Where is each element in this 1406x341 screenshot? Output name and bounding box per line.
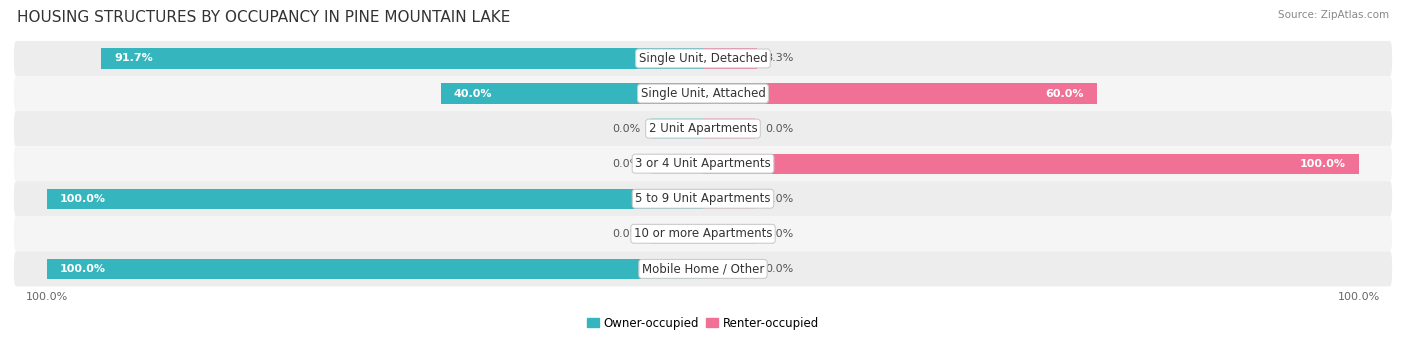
FancyBboxPatch shape xyxy=(14,111,1392,146)
Bar xyxy=(651,118,703,139)
Text: 40.0%: 40.0% xyxy=(454,89,492,99)
Bar xyxy=(703,118,755,139)
Text: 91.7%: 91.7% xyxy=(114,54,153,63)
Text: 10 or more Apartments: 10 or more Apartments xyxy=(634,227,772,240)
FancyBboxPatch shape xyxy=(14,76,1392,111)
Text: Single Unit, Detached: Single Unit, Detached xyxy=(638,52,768,65)
Text: 0.0%: 0.0% xyxy=(613,123,641,134)
Text: 60.0%: 60.0% xyxy=(1045,89,1084,99)
FancyBboxPatch shape xyxy=(14,216,1392,251)
FancyBboxPatch shape xyxy=(14,146,1392,181)
FancyBboxPatch shape xyxy=(14,41,1392,76)
Text: Single Unit, Attached: Single Unit, Attached xyxy=(641,87,765,100)
Text: 8.3%: 8.3% xyxy=(765,54,794,63)
Text: 2 Unit Apartments: 2 Unit Apartments xyxy=(648,122,758,135)
Bar xyxy=(651,224,703,244)
Bar xyxy=(703,153,1360,174)
Legend: Owner-occupied, Renter-occupied: Owner-occupied, Renter-occupied xyxy=(582,312,824,335)
Text: 100.0%: 100.0% xyxy=(60,194,105,204)
Bar xyxy=(46,189,703,209)
Text: 0.0%: 0.0% xyxy=(765,229,793,239)
Bar xyxy=(703,224,755,244)
Text: 0.0%: 0.0% xyxy=(613,229,641,239)
Text: 0.0%: 0.0% xyxy=(765,264,793,274)
Bar xyxy=(703,48,758,69)
Bar xyxy=(440,83,703,104)
Text: 100.0%: 100.0% xyxy=(1301,159,1346,169)
FancyBboxPatch shape xyxy=(14,251,1392,286)
Text: 100.0%: 100.0% xyxy=(60,264,105,274)
Text: 0.0%: 0.0% xyxy=(765,123,793,134)
Bar xyxy=(101,48,703,69)
Bar xyxy=(703,83,1097,104)
Text: HOUSING STRUCTURES BY OCCUPANCY IN PINE MOUNTAIN LAKE: HOUSING STRUCTURES BY OCCUPANCY IN PINE … xyxy=(17,10,510,25)
Text: Mobile Home / Other: Mobile Home / Other xyxy=(641,263,765,276)
Text: 5 to 9 Unit Apartments: 5 to 9 Unit Apartments xyxy=(636,192,770,205)
Bar xyxy=(651,153,703,174)
Text: 0.0%: 0.0% xyxy=(613,159,641,169)
Bar xyxy=(46,259,703,279)
Text: 0.0%: 0.0% xyxy=(765,194,793,204)
Bar xyxy=(703,189,755,209)
Text: 3 or 4 Unit Apartments: 3 or 4 Unit Apartments xyxy=(636,157,770,170)
Text: Source: ZipAtlas.com: Source: ZipAtlas.com xyxy=(1278,10,1389,20)
Bar xyxy=(703,259,755,279)
FancyBboxPatch shape xyxy=(14,181,1392,216)
